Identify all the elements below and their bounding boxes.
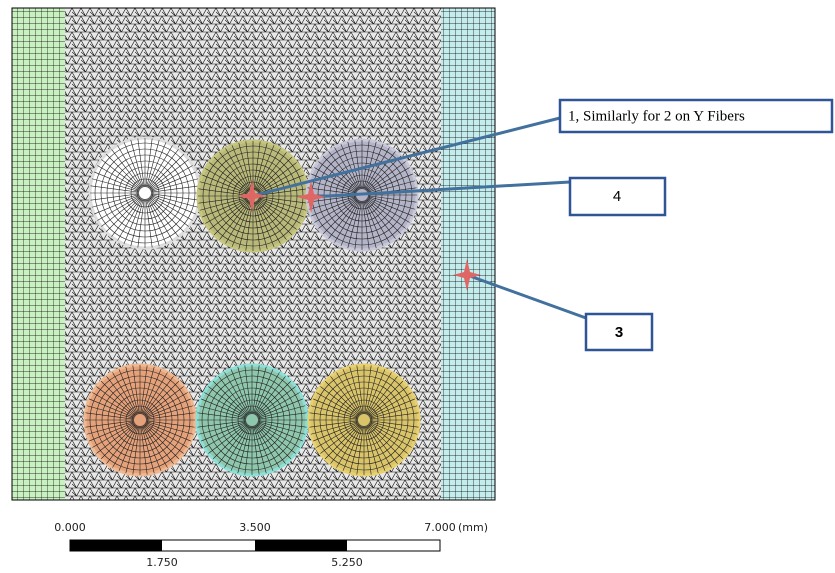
callout-text: 1, Similarly for 2 on Y Fibers	[568, 108, 745, 124]
scale-bar-segment	[70, 540, 162, 551]
mesh-figure: 1, Similarly for 2 on Y Fibers 4 3 0.000…	[0, 0, 835, 573]
left-strip-grid	[12, 8, 65, 500]
page: 1, Similarly for 2 on Y Fibers 4 3 0.000…	[0, 0, 835, 573]
callout-text: 3	[615, 324, 623, 341]
callout-text: 4	[613, 188, 621, 205]
right-strip-grid	[441, 8, 495, 500]
scale-label: 5.250	[331, 556, 363, 569]
fiber	[309, 365, 419, 475]
fiber	[197, 365, 307, 475]
scale-bar-segment	[255, 540, 347, 551]
scale-unit: (mm)	[458, 521, 488, 534]
fiber	[85, 365, 195, 475]
scale-label: 1.750	[146, 556, 178, 569]
scale-label: 7.000	[424, 521, 456, 534]
scale-label: 3.500	[239, 521, 271, 534]
fiber	[90, 138, 200, 248]
scale-label: 0.000	[54, 521, 86, 534]
